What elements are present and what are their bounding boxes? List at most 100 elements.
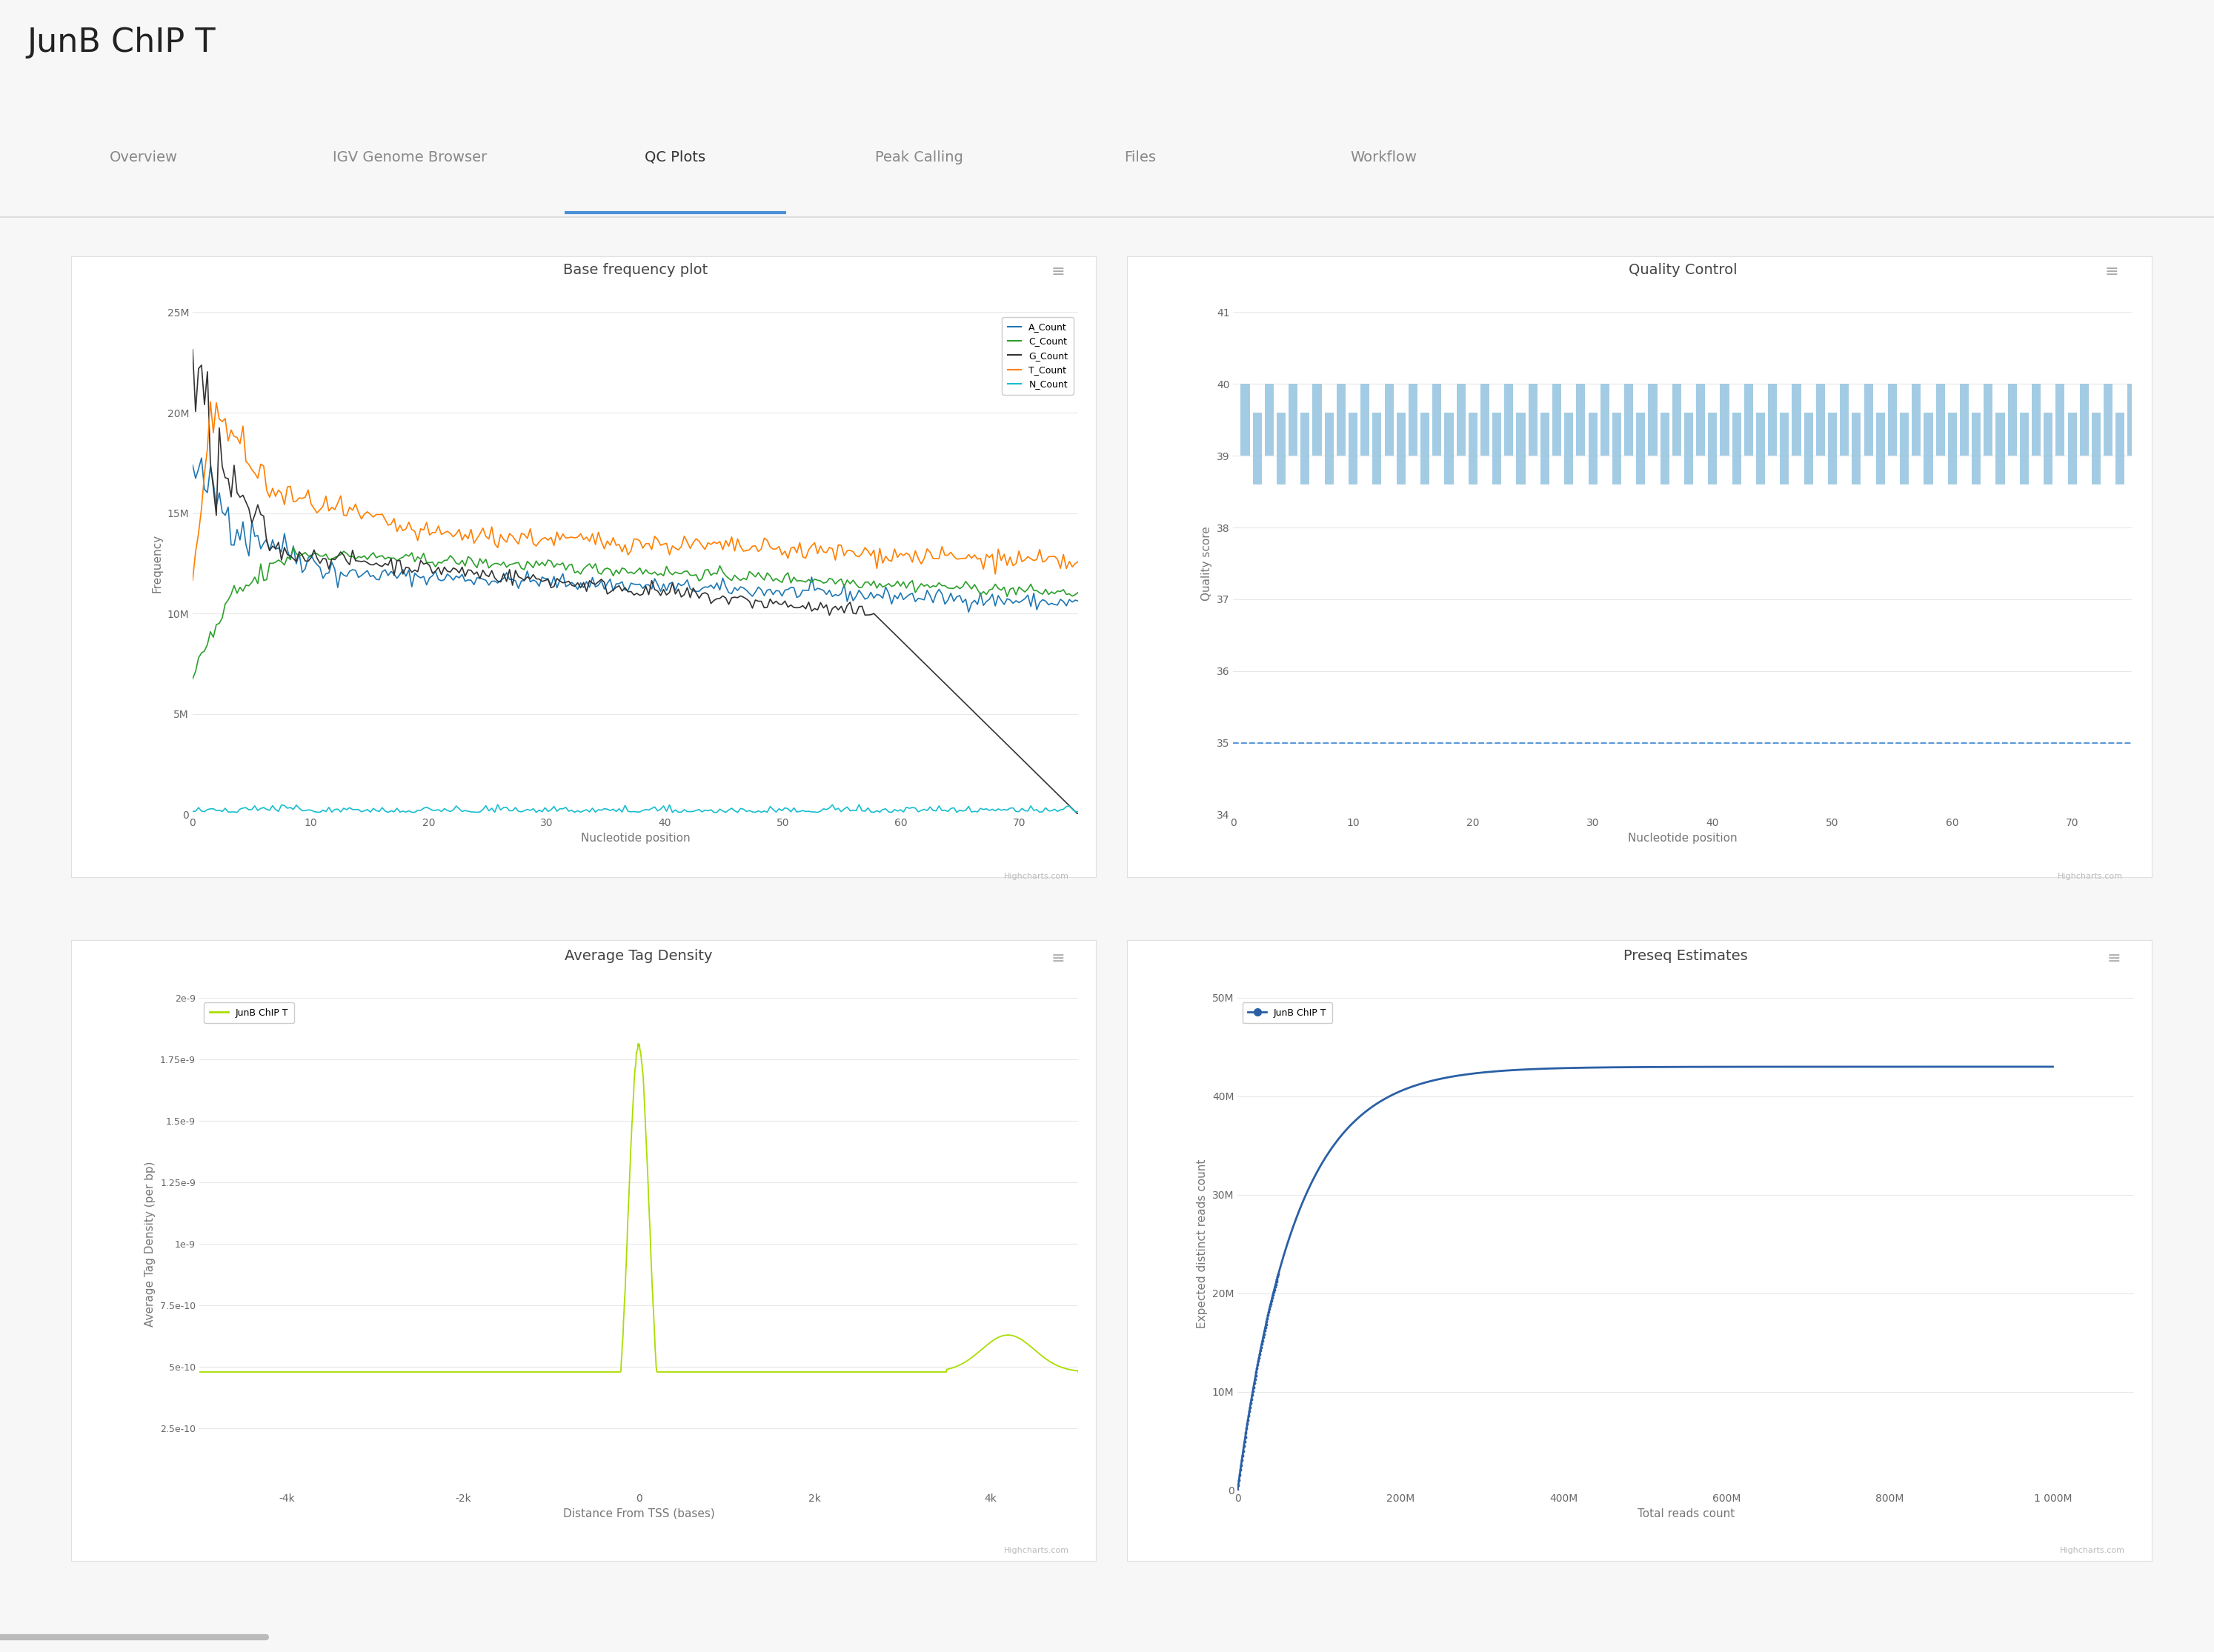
Point <box>1222 1457 1258 1483</box>
C_Count <box>928 577 954 596</box>
T_Count <box>179 570 206 590</box>
Point <box>1231 1398 1266 1424</box>
A_Count <box>708 568 735 588</box>
Bar <box>1959 383 1968 456</box>
Text: Files: Files <box>1125 150 1156 164</box>
Text: Highcharts.com: Highcharts.com <box>1005 1546 1069 1555</box>
Bar <box>1948 413 1957 484</box>
X-axis label: Distance From TSS (bases): Distance From TSS (bases) <box>562 1508 715 1520</box>
Legend: A_Count, C_Count, G_Count, T_Count, N_Count: A_Count, C_Count, G_Count, T_Count, N_Co… <box>1003 317 1074 395</box>
Bar <box>1481 383 1490 456</box>
Bar <box>1397 413 1406 484</box>
Point <box>1238 1366 1273 1393</box>
G_Count <box>182 401 208 421</box>
Bar <box>1362 383 1370 456</box>
Text: ≡: ≡ <box>2106 264 2119 279</box>
Bar <box>1587 413 1596 484</box>
Bar <box>1935 383 1944 456</box>
C_Count <box>182 661 208 681</box>
C_Count <box>708 562 735 582</box>
Bar <box>1432 383 1441 456</box>
G_Count <box>704 588 731 608</box>
Line: N_Count: N_Count <box>193 805 1078 813</box>
Text: Highcharts.com: Highcharts.com <box>1005 872 1069 881</box>
Text: Highcharts.com: Highcharts.com <box>2059 1546 2125 1555</box>
Point <box>1240 1351 1275 1378</box>
N_Count <box>1065 801 1092 821</box>
Bar <box>1503 383 1514 456</box>
Bar <box>1348 413 1357 484</box>
Bar <box>1337 383 1346 456</box>
Point <box>1242 1338 1277 1365</box>
Bar <box>1875 413 1884 484</box>
Point <box>1233 1394 1269 1421</box>
Point <box>1235 1374 1271 1401</box>
Point <box>1249 1312 1284 1338</box>
N_Count <box>704 803 731 823</box>
Point <box>1229 1416 1264 1442</box>
Bar <box>2044 413 2052 484</box>
G_Count <box>706 588 733 608</box>
Bar <box>2092 413 2101 484</box>
Bar <box>2019 413 2028 484</box>
Point <box>1246 1320 1282 1346</box>
Bar <box>1565 413 1574 484</box>
Point <box>1246 1323 1282 1350</box>
Point <box>1238 1360 1273 1386</box>
Point <box>1240 1348 1275 1374</box>
Point <box>1246 1315 1282 1341</box>
N_Count <box>706 800 733 819</box>
Bar <box>1601 383 1610 456</box>
G_Count <box>983 724 1010 743</box>
Point <box>1253 1290 1289 1317</box>
N_Count <box>179 801 206 821</box>
Bar <box>1636 413 1645 484</box>
Text: Overview: Overview <box>111 150 177 164</box>
Bar <box>1625 383 1634 456</box>
A_Count <box>956 601 983 621</box>
Bar <box>1756 413 1765 484</box>
Point <box>1220 1477 1255 1503</box>
A_Count <box>1065 591 1092 611</box>
C_Count <box>724 568 751 588</box>
Bar <box>1804 413 1813 484</box>
Bar <box>1900 413 1908 484</box>
N_Count <box>846 795 872 814</box>
Bar <box>1552 383 1561 456</box>
Point <box>1258 1270 1293 1297</box>
Bar <box>1685 413 1694 484</box>
Point <box>1246 1318 1282 1345</box>
Text: Preseq Estimates: Preseq Estimates <box>1623 950 1749 963</box>
A_Count <box>724 580 751 600</box>
A_Count <box>179 454 206 474</box>
C_Count <box>179 669 206 689</box>
X-axis label: Nucleotide position: Nucleotide position <box>1627 833 1738 844</box>
N_Count <box>932 800 959 819</box>
Point <box>1242 1341 1277 1368</box>
N_Count <box>987 800 1014 819</box>
Bar <box>1660 413 1669 484</box>
Bar <box>1576 383 1585 456</box>
Bar <box>1973 413 1982 484</box>
Point <box>1220 1472 1255 1498</box>
Y-axis label: Quality score: Quality score <box>1202 525 1213 601</box>
Bar <box>1264 383 1273 456</box>
Point <box>1244 1327 1280 1353</box>
Text: Peak Calling: Peak Calling <box>875 150 963 164</box>
T_Count <box>708 540 735 560</box>
Point <box>1231 1403 1266 1429</box>
Text: Average Tag Density: Average Tag Density <box>565 950 713 963</box>
Point <box>1258 1274 1293 1300</box>
Bar <box>1647 383 1656 456</box>
Point <box>1251 1302 1286 1328</box>
Text: Quality Control: Quality Control <box>1627 263 1738 278</box>
Point <box>1260 1264 1295 1290</box>
Line: G_Count: G_Count <box>193 350 1078 814</box>
Line: T_Count: T_Count <box>193 401 1078 580</box>
Legend: JunB ChIP T: JunB ChIP T <box>1242 1003 1333 1023</box>
Bar <box>1468 413 1477 484</box>
Bar <box>1984 383 1993 456</box>
Bar <box>1913 383 1922 456</box>
Bar <box>1851 413 1862 484</box>
C_Count <box>985 578 1012 598</box>
